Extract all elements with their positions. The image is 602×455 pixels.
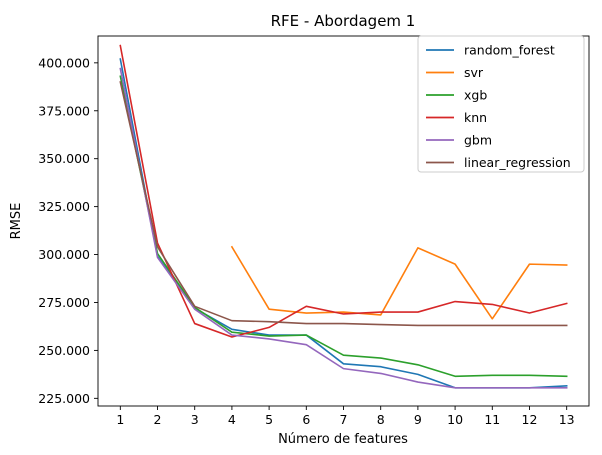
series-line-linear-regression <box>119 81 568 327</box>
x-tick-label: 2 <box>154 412 162 427</box>
y-axis-label: RMSE <box>9 203 24 240</box>
x-tick-label: 1 <box>116 412 124 427</box>
legend-box <box>417 35 585 173</box>
x-axis-label: Número de features <box>278 432 408 447</box>
legend-label: random_forest <box>464 43 555 58</box>
x-tick-label: 6 <box>302 412 310 427</box>
chart-title: RFE - Abordagem 1 <box>271 12 416 30</box>
series-line-gbm <box>119 67 568 389</box>
y-tick-label: 325.000 <box>38 199 90 214</box>
x-tick-label: 5 <box>265 412 273 427</box>
x-tick-label: 10 <box>447 412 463 427</box>
y-tick-label: 400.000 <box>38 55 90 70</box>
series-line-knn <box>119 44 568 338</box>
x-tick-label: 12 <box>522 412 538 427</box>
y-tick-label: 275.000 <box>38 295 90 310</box>
y-tick-label: 225.000 <box>38 391 90 406</box>
x-tick-label: 13 <box>559 412 575 427</box>
legend-label: linear_regression <box>464 155 571 170</box>
x-tick-label: 11 <box>484 412 500 427</box>
plot-area <box>119 44 568 389</box>
y-tick-label: 375.000 <box>38 103 90 118</box>
legend-label: svr <box>464 65 484 80</box>
x-tick-label: 8 <box>377 412 385 427</box>
x-tick-label: 3 <box>191 412 199 427</box>
legend-label: knn <box>464 110 487 125</box>
y-tick-label: 350.000 <box>38 151 90 166</box>
y-tick-label: 250.000 <box>38 343 90 358</box>
x-tick-label: 7 <box>340 412 348 427</box>
series-line-svr <box>230 245 568 320</box>
legend-label: gbm <box>464 133 492 148</box>
legend-label: xgb <box>464 88 487 103</box>
y-tick-label: 300.000 <box>38 247 90 262</box>
axes: 1 2 3 4 5 6 7 8 9 10 11 12 13225.000250.000275.00030… <box>38 35 590 427</box>
x-tick-label: 9 <box>414 412 422 427</box>
x-tick-label: 4 <box>228 412 236 427</box>
series-line-xgb <box>119 75 568 378</box>
